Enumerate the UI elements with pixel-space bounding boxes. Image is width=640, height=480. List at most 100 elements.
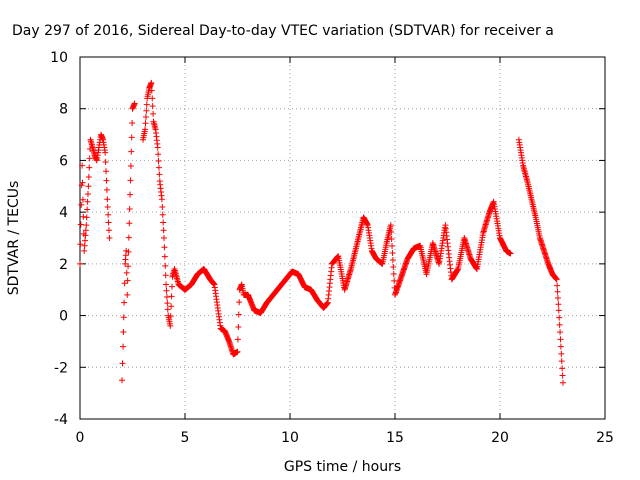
data-point: [557, 336, 564, 343]
data-point: [126, 205, 133, 212]
data-point: [125, 248, 132, 255]
data-point: [127, 191, 134, 198]
data-point: [167, 322, 174, 329]
data-point: [388, 229, 395, 236]
data-point: [161, 244, 168, 251]
data-point: [125, 234, 132, 241]
data-point: [162, 262, 169, 269]
data-point: [158, 196, 165, 203]
data-point: [86, 155, 93, 162]
data-point: [84, 191, 91, 198]
data-point: [79, 179, 86, 186]
data-point: [119, 377, 125, 384]
data-point: [128, 148, 135, 155]
x-tick-label: 15: [386, 430, 404, 446]
data-point: [160, 219, 167, 226]
data-point: [127, 177, 134, 184]
data-point: [164, 300, 171, 307]
data-point: [104, 203, 111, 210]
data-point: [163, 287, 170, 294]
data-point: [77, 221, 84, 228]
data-point: [390, 270, 397, 277]
y-tick-label: -4: [54, 412, 68, 428]
data-point: [85, 173, 92, 180]
data-point: [79, 162, 86, 169]
data-point: [155, 157, 162, 164]
data-point: [105, 219, 112, 226]
data-point: [557, 343, 564, 350]
data-point: [389, 256, 396, 263]
data-point: [154, 144, 161, 151]
y-tick-label: 4: [59, 205, 68, 221]
y-tick-label: -2: [54, 360, 68, 376]
data-point: [155, 151, 162, 158]
y-tick-label: 0: [59, 309, 68, 325]
data-point: [143, 101, 150, 108]
data-point: [163, 293, 170, 300]
data-point: [102, 149, 109, 156]
y-tick-label: 6: [59, 153, 68, 169]
data-point: [554, 294, 561, 301]
data-point: [103, 186, 110, 193]
data-point: [391, 277, 398, 284]
y-axis-label: SDTVAR / TECUs: [6, 181, 22, 296]
data-point: [106, 235, 113, 241]
data-point: [159, 203, 166, 210]
data-point: [235, 323, 242, 330]
x-tick-label: 0: [76, 430, 85, 446]
data-point: [83, 214, 90, 221]
data-point: [119, 360, 126, 367]
data-point: [554, 288, 561, 295]
data-point: [558, 358, 565, 365]
data-point: [148, 79, 155, 86]
data-point: [389, 243, 396, 250]
data-point: [80, 213, 87, 220]
data-point: [236, 299, 243, 306]
y-tick-label: 8: [59, 102, 68, 118]
x-tick-label: 5: [181, 430, 190, 446]
data-point: [103, 177, 110, 184]
data-point: [149, 103, 156, 110]
data-point: [148, 87, 155, 94]
data-point: [235, 311, 242, 318]
data-point: [168, 303, 175, 310]
data-point: [121, 299, 128, 306]
data-point: [555, 307, 562, 314]
data-point: [556, 321, 563, 328]
data-point: [155, 164, 162, 171]
x-axis-label: GPS time / hours: [284, 459, 401, 475]
data-point: [142, 113, 149, 120]
data-point: [149, 95, 156, 102]
data-point: [162, 272, 169, 279]
data-point: [556, 314, 563, 321]
data-point: [168, 283, 175, 290]
data-point: [160, 227, 167, 234]
data-point: [126, 220, 133, 227]
data-point: [164, 306, 171, 313]
data-point: [82, 227, 89, 234]
data-point: [81, 247, 88, 254]
data-point: [387, 222, 394, 229]
data-point: [389, 249, 396, 256]
data-point: [78, 182, 85, 189]
y-tick-label: 10: [50, 50, 68, 66]
data-point: [507, 250, 514, 257]
data-point: [390, 263, 397, 270]
data-point: [125, 263, 132, 270]
data-point: [143, 107, 150, 114]
data-point: [81, 242, 88, 249]
x-tick-label: 10: [281, 430, 299, 446]
data-point: [150, 110, 157, 117]
axis-ticks: [79, 56, 606, 420]
data-point: [159, 211, 166, 218]
data-point: [234, 348, 241, 355]
data-point: [120, 343, 127, 350]
data-point: [105, 227, 112, 234]
data-point: [120, 328, 127, 335]
data-point: [553, 276, 560, 283]
data-point: [124, 291, 131, 298]
data-point: [86, 164, 93, 171]
data-point: [102, 158, 109, 165]
data-point: [559, 365, 566, 372]
